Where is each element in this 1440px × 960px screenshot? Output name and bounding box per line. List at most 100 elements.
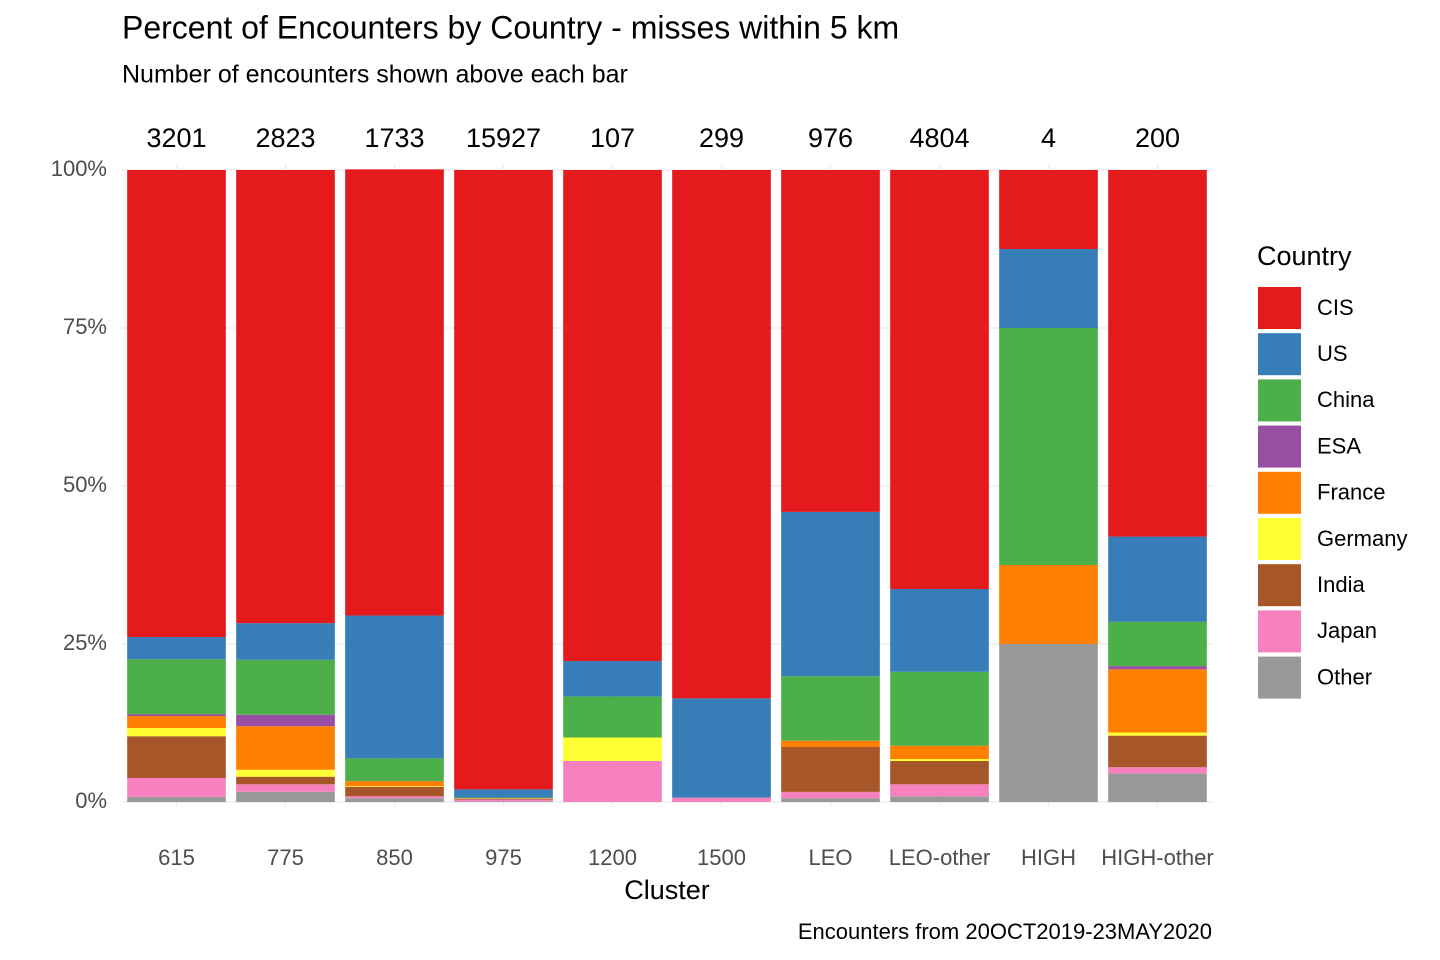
legend-label: CIS	[1317, 295, 1354, 320]
bar-segment	[127, 796, 226, 802]
bar-segment	[454, 789, 553, 798]
bar-segment	[127, 736, 226, 778]
bar-segment	[890, 745, 989, 760]
legend-title: Country	[1257, 241, 1352, 271]
x-tick-label: 1500	[697, 845, 746, 870]
bar-segment	[890, 784, 989, 797]
bar-segment	[127, 637, 226, 660]
bar-segment	[127, 714, 226, 717]
legend-label: China	[1317, 387, 1375, 412]
bar-segment	[999, 249, 1098, 328]
legend-label: France	[1317, 480, 1385, 505]
bar-segment	[345, 786, 444, 787]
y-tick-label: 50%	[63, 472, 107, 497]
bar-segment	[999, 565, 1098, 644]
bar-segment	[1108, 735, 1207, 768]
total-label: 299	[699, 123, 744, 153]
x-tick-label: HIGH	[1021, 845, 1076, 870]
legend-label: US	[1317, 341, 1348, 366]
bar-segment	[563, 737, 662, 761]
total-label: 4804	[909, 123, 969, 153]
total-label: 107	[590, 123, 635, 153]
bar-segment	[236, 776, 335, 785]
bar-segment	[127, 170, 226, 638]
x-tick-label: LEO-other	[889, 845, 991, 870]
total-label: 1733	[364, 123, 424, 153]
bar-segment	[672, 170, 771, 699]
legend-label: ESA	[1317, 433, 1361, 458]
bar-segment	[454, 798, 553, 800]
bar-segment	[890, 759, 989, 761]
bar-segment	[890, 170, 989, 590]
legend-key	[1258, 379, 1301, 422]
bar-segment	[1108, 732, 1207, 736]
legend-key	[1258, 610, 1301, 653]
total-label: 15927	[466, 123, 541, 153]
bar-segment	[454, 797, 553, 799]
bar-segment	[236, 714, 335, 727]
legend-key	[1258, 425, 1301, 468]
bar-segment	[781, 791, 880, 799]
legend-key	[1258, 287, 1301, 329]
y-tick-label: 75%	[63, 314, 107, 339]
bar-segment	[999, 328, 1098, 565]
bar-segment	[1108, 773, 1207, 802]
legend-key	[1258, 471, 1301, 514]
total-label: 200	[1135, 123, 1180, 153]
x-tick-label: 850	[376, 845, 413, 870]
bar-segment	[345, 796, 444, 799]
bar-segment	[563, 760, 662, 802]
legend-key	[1258, 564, 1301, 607]
bar-segment	[1108, 170, 1207, 537]
bar-segment	[127, 716, 226, 729]
bar-segment	[127, 728, 226, 737]
bar-segment	[1108, 621, 1207, 667]
bar-segment	[781, 170, 880, 512]
legend-label: India	[1317, 572, 1365, 597]
bar-segment	[890, 671, 989, 746]
bar-segment	[236, 170, 335, 624]
bar-segment	[454, 170, 553, 790]
x-tick-label: 975	[485, 845, 522, 870]
bar-segment	[563, 661, 662, 697]
caption: Encounters from 20OCT2019-23MAY2020	[798, 919, 1212, 944]
bar-segment	[1108, 767, 1207, 774]
bar-segment	[345, 798, 444, 802]
total-label: 3201	[146, 123, 206, 153]
bar-segment	[781, 676, 880, 741]
x-tick-label: 775	[267, 845, 304, 870]
bar-segment	[345, 169, 444, 616]
bar-segment	[999, 644, 1098, 802]
bar-segment	[236, 769, 335, 777]
bar-segment	[1108, 536, 1207, 622]
x-axis-title: Cluster	[624, 875, 710, 905]
bar-segment	[672, 698, 771, 798]
bar-segment	[345, 781, 444, 787]
y-tick-label: 100%	[51, 156, 107, 181]
x-tick-label: HIGH-other	[1101, 845, 1213, 870]
bar-segment	[672, 797, 771, 802]
bar-segment	[999, 170, 1098, 249]
legend-label: Japan	[1317, 618, 1377, 643]
bar-segment	[890, 760, 989, 785]
bar-segment	[781, 511, 880, 677]
bar-segment	[1108, 669, 1207, 733]
bar-segment	[890, 796, 989, 802]
legend-label: Germany	[1317, 526, 1407, 551]
legend-key	[1258, 518, 1301, 560]
bar-segment	[781, 798, 880, 802]
bar-segment	[890, 589, 989, 672]
bar-segment	[345, 786, 444, 797]
x-tick-label: LEO	[808, 845, 852, 870]
bar-segment	[454, 798, 553, 799]
bar-segment	[345, 615, 444, 759]
total-label: 2823	[255, 123, 315, 153]
y-tick-label: 25%	[63, 630, 107, 655]
bar-segment	[236, 623, 335, 660]
bar-segment	[236, 791, 335, 802]
bar-segment	[563, 170, 662, 662]
bar-segment	[236, 659, 335, 715]
legend-label: Other	[1317, 664, 1372, 689]
bar-segment	[781, 740, 880, 748]
